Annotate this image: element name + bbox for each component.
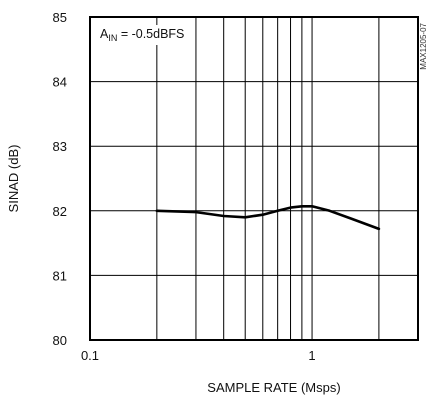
y-tick-label: 84 <box>53 75 67 90</box>
annotation-background <box>96 25 189 45</box>
tick-labels: 80 81 82 83 84 85 0.1 1 <box>53 10 316 363</box>
x-axis-label: SAMPLE RATE (Msps) <box>207 380 340 395</box>
grid <box>90 17 418 340</box>
y-tick-label: 80 <box>53 333 67 348</box>
y-tick-label: 82 <box>53 204 67 219</box>
y-tick-label: 83 <box>53 139 67 154</box>
figure-code: MAX1205-07 <box>419 22 428 69</box>
annotation-rest: = -0.5dBFS <box>117 27 184 41</box>
amplitude-annotation: AIN = -0.5dBFS <box>100 27 184 43</box>
annotation-main: A <box>100 27 109 41</box>
y-tick-label: 85 <box>53 10 67 25</box>
annotation-subscript: IN <box>108 33 117 43</box>
y-tick-label: 81 <box>53 268 67 283</box>
plot-frame <box>89 16 419 341</box>
x-tick-label: 0.1 <box>81 348 99 363</box>
sinad-series-line <box>155 205 381 231</box>
x-tick-label: 1 <box>308 348 315 363</box>
y-axis-label: SINAD (dB) <box>6 145 21 213</box>
series-line-group <box>155 205 381 231</box>
